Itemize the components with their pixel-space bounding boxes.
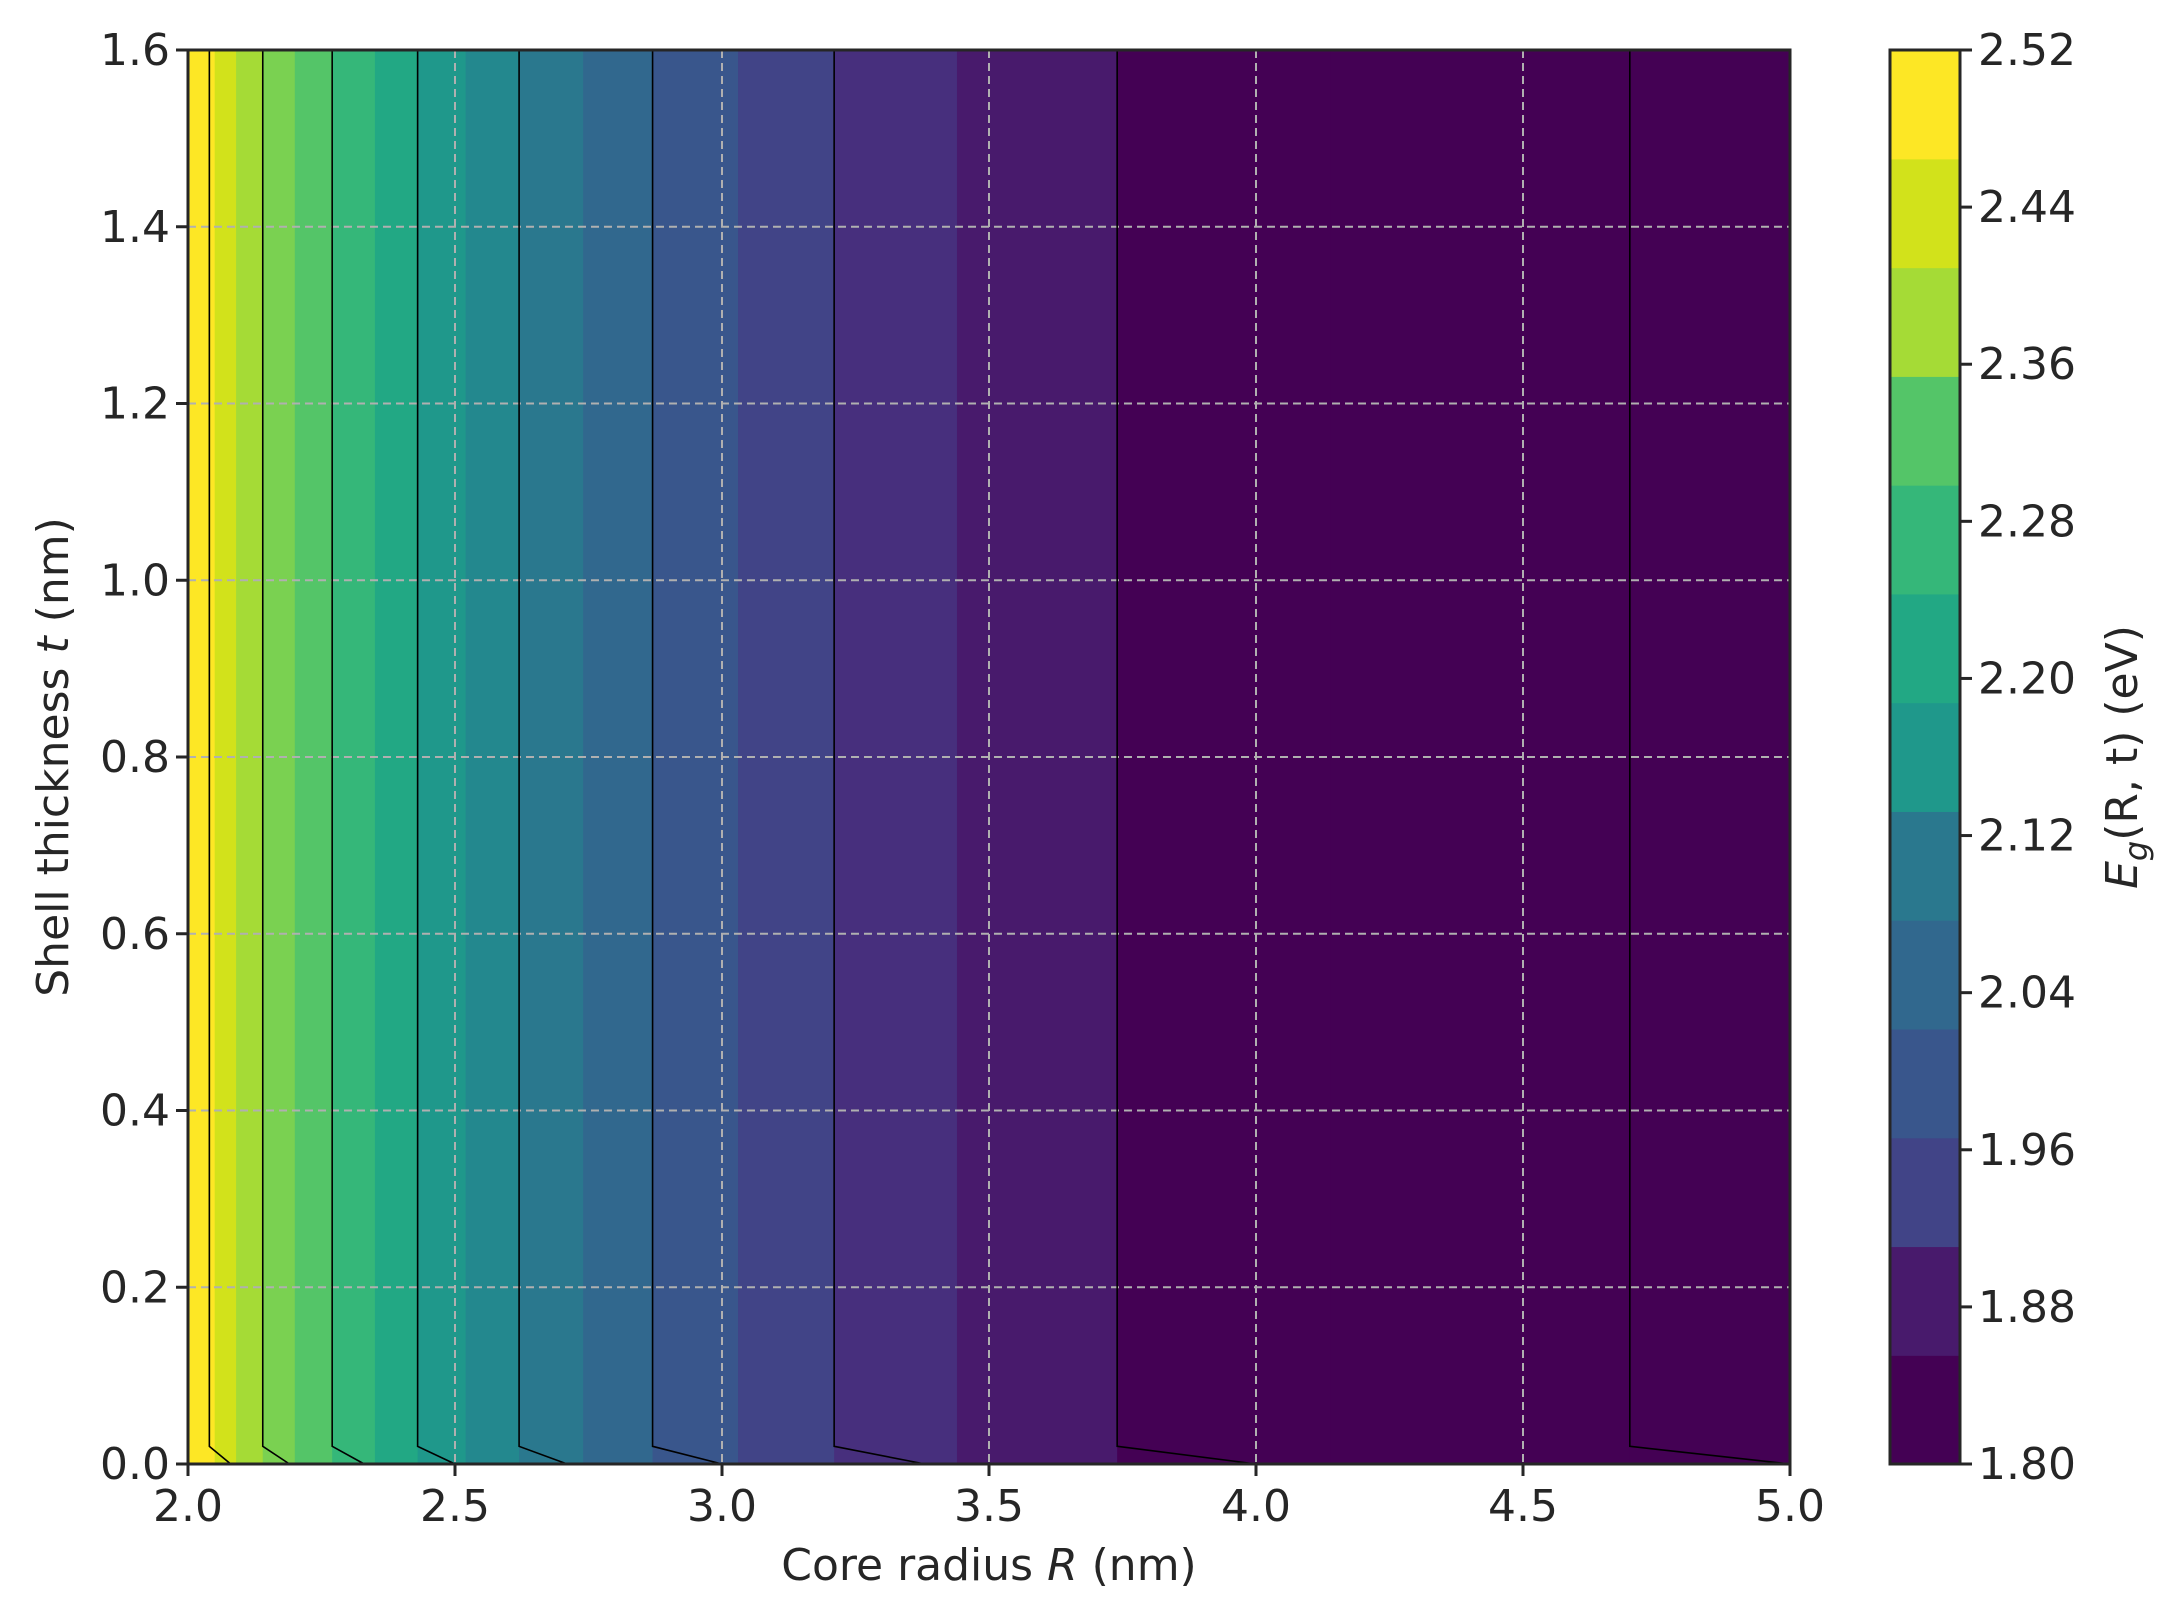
colorbar-segment [1890, 811, 1960, 921]
contour-lines [208, 50, 1791, 1465]
x-tick-label: 2.0 [153, 1481, 223, 1532]
x-tick-label: 5.0 [1755, 1481, 1825, 1532]
x-tick-label: 2.5 [420, 1481, 490, 1532]
colorbar-tick-label: 2.12 [1978, 811, 2076, 862]
y-axis-ticks: 0.0 0.2 0.4 0.6 0.8 1.0 1.2 1.4 1.6 [100, 25, 188, 1490]
contour-fill-bands [188, 50, 1791, 1464]
y-tick-label: 0.8 [100, 732, 170, 783]
x-tick-label: 4.0 [1221, 1481, 1291, 1532]
contour-line [651, 50, 723, 1465]
y-axis-label: Shell thickness t (nm) [28, 517, 79, 997]
colorbar-frame [1888, 48, 1962, 1466]
colorbar-tick-label: 2.52 [1978, 25, 2076, 76]
colorbar-segment [1890, 702, 1960, 812]
x-axis-label: Core radius R (nm) [781, 1540, 1196, 1591]
colorbar-segment [1890, 1246, 1960, 1356]
colorbar-tick-label: 1.88 [1978, 1282, 2076, 1333]
x-tick-label: 3.0 [687, 1481, 757, 1532]
colorbar-segment [1890, 50, 1960, 160]
colorbar-label: Eg(R, t) (eV) [2097, 625, 2155, 889]
colorbar-segment [1890, 267, 1960, 377]
x-axis-ticks: 2.0 2.5 3.0 3.5 4.0 4.5 5.0 [153, 1464, 1825, 1532]
x-tick-label: 4.5 [1488, 1481, 1558, 1532]
y-tick-label: 0.2 [100, 1262, 170, 1313]
colorbar-segment [1890, 376, 1960, 486]
colorbar-bands [1890, 50, 1960, 1465]
contour-line [1116, 50, 1257, 1465]
colorbar-segment [1890, 1137, 1960, 1248]
contour-band [294, 50, 333, 1464]
contour-line [416, 50, 456, 1465]
y-tick-label: 1.2 [100, 379, 170, 430]
contour-line [518, 50, 568, 1465]
colorbar-segment [1890, 920, 1960, 1030]
colorbar-tick-label: 2.04 [1978, 968, 2076, 1019]
contour-line [261, 50, 290, 1465]
colorbar-tick-label: 2.44 [1978, 182, 2076, 233]
colorbar-segment [1890, 593, 1960, 704]
y-tick-label: 1.4 [100, 202, 170, 253]
colorbar-segment [1890, 485, 1960, 595]
contour-line [1629, 50, 1791, 1465]
contour-band [332, 50, 376, 1464]
colorbar-tick-label: 1.80 [1978, 1439, 2076, 1490]
y-tick-label: 0.4 [100, 1086, 170, 1137]
colorbar-segment [1890, 158, 1960, 269]
y-tick-label: 1.6 [100, 25, 170, 76]
colorbar-tick-label: 2.28 [1978, 496, 2076, 547]
contour-line [833, 50, 926, 1465]
colorbar-tick-label: 1.96 [1978, 1125, 2076, 1176]
colorbar: 1.80 1.88 1.96 2.04 2.12 2.20 2.28 2.36 2.44 2.52… [1888, 25, 2155, 1490]
colorbar-tick-label: 2.20 [1978, 653, 2076, 704]
contour-line [208, 50, 232, 1465]
contour-line [331, 50, 365, 1465]
colorbar-ticks: 1.80 1.88 1.96 2.04 2.12 2.20 2.28 2.36 2.44 2.52 [1960, 25, 2076, 1490]
y-tick-label: 0.0 [100, 1439, 170, 1490]
colorbar-segment [1890, 1355, 1960, 1465]
colorbar-tick-label: 2.36 [1978, 339, 2076, 390]
y-tick-label: 0.6 [100, 909, 170, 960]
colorbar-segment [1890, 1028, 1960, 1139]
x-tick-label: 3.5 [954, 1481, 1024, 1532]
y-tick-label: 1.0 [100, 555, 170, 606]
